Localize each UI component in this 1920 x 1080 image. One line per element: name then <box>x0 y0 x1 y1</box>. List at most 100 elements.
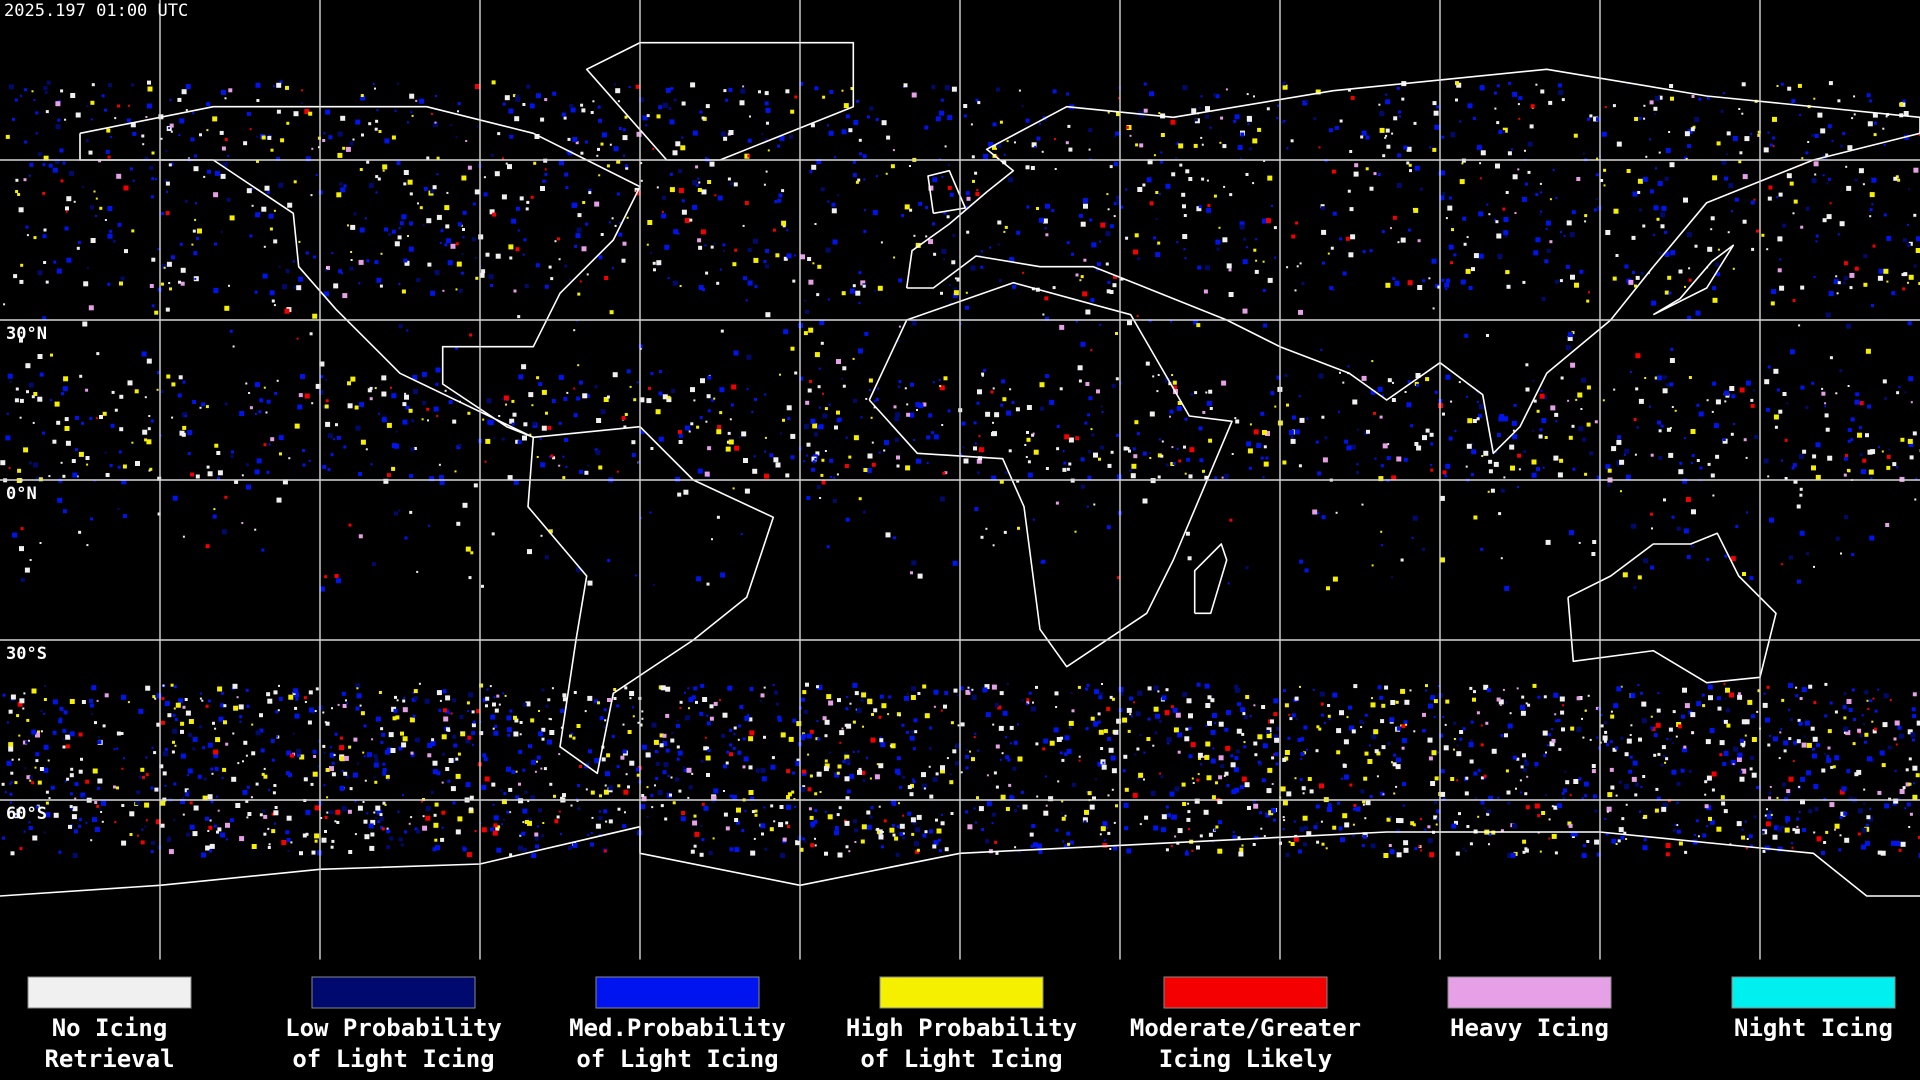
icing-pixel <box>483 757 488 762</box>
icing-pixel <box>588 191 592 195</box>
icing-pixel <box>345 776 348 779</box>
icing-pixel <box>572 736 576 740</box>
icing-pixel <box>1799 697 1803 700</box>
icing-pixel <box>604 719 607 722</box>
icing-pixel <box>783 329 789 335</box>
icing-pixel <box>1126 848 1132 854</box>
icing-pixel <box>1446 278 1450 283</box>
icing-pixel <box>1454 429 1457 432</box>
icing-pixel <box>1108 747 1114 753</box>
icing-pixel <box>486 398 492 404</box>
icing-pixel <box>577 364 580 367</box>
icing-pixel <box>1768 185 1773 190</box>
icing-pixel <box>432 847 437 852</box>
icing-pixel <box>1285 852 1290 857</box>
icing-pixel <box>1437 685 1440 687</box>
icing-pixel <box>20 263 24 267</box>
icing-pixel <box>1425 377 1430 382</box>
icing-pixel <box>1543 395 1548 400</box>
icing-pixel <box>1453 721 1457 725</box>
icing-pixel <box>952 234 956 237</box>
icing-pixel <box>1084 421 1088 425</box>
icing-pixel <box>737 738 740 741</box>
icing-pixel <box>1377 173 1381 177</box>
icing-pixel <box>1196 845 1200 850</box>
icing-pixel <box>78 530 82 534</box>
icing-pixel <box>727 685 733 691</box>
icing-pixel <box>1811 465 1816 471</box>
icing-pixel <box>1291 436 1294 439</box>
icing-pixel <box>789 134 794 139</box>
icing-pixel <box>877 387 880 390</box>
icing-pixel <box>1839 834 1842 837</box>
icing-pixel <box>513 731 519 737</box>
icing-pixel <box>637 721 640 724</box>
icing-pixel <box>414 827 418 831</box>
icing-pixel <box>1688 769 1692 773</box>
icing-pixel <box>414 737 420 743</box>
icing-pixel <box>1088 148 1091 151</box>
icing-pixel <box>238 704 244 710</box>
icing-pixel <box>1281 120 1285 124</box>
icing-pixel <box>912 820 917 825</box>
icing-pixel <box>522 847 527 852</box>
icing-pixel <box>92 817 97 823</box>
icing-pixel <box>853 819 857 824</box>
icing-pixel <box>411 419 415 423</box>
icing-pixel <box>975 192 980 197</box>
icing-pixel <box>190 472 195 477</box>
icing-pixel <box>820 473 824 477</box>
icing-pixel <box>696 425 700 429</box>
icing-pixel <box>1030 706 1036 712</box>
icing-pixel <box>1748 834 1753 839</box>
icing-pixel <box>1517 453 1522 458</box>
icing-pixel <box>939 496 945 502</box>
icing-pixel <box>1230 762 1236 768</box>
icing-pixel <box>305 156 311 162</box>
icing-pixel <box>1603 184 1606 187</box>
icing-pixel <box>242 789 248 795</box>
icing-pixel <box>1839 221 1845 227</box>
icing-pixel <box>263 443 267 447</box>
icing-pixel <box>983 153 989 159</box>
icing-pixel <box>1149 411 1155 417</box>
icing-pixel <box>1587 694 1590 697</box>
icing-pixel <box>1879 750 1885 756</box>
icing-pixel <box>862 725 864 728</box>
icing-pixel <box>1808 684 1813 689</box>
icing-pixel <box>42 234 47 239</box>
icing-pixel <box>1106 193 1109 196</box>
icing-pixel <box>576 227 582 233</box>
icing-pixel <box>909 412 915 418</box>
icing-pixel <box>1814 807 1819 812</box>
icing-pixel <box>837 194 840 197</box>
icing-pixel <box>1078 759 1081 762</box>
icing-pixel <box>92 768 98 774</box>
icing-pixel <box>1259 811 1263 815</box>
icing-pixel <box>268 789 271 791</box>
icing-pixel <box>254 469 260 475</box>
icing-pixel <box>639 517 642 519</box>
icing-pixel <box>550 277 554 281</box>
icing-pixel <box>1544 259 1549 264</box>
icing-pixel <box>946 757 949 760</box>
icing-pixel <box>1643 104 1646 107</box>
icing-pixel <box>978 806 984 812</box>
icing-pixel <box>5 134 10 139</box>
icing-pixel <box>646 114 650 118</box>
icing-pixel <box>381 375 387 381</box>
icing-pixel <box>1916 236 1920 242</box>
icing-pixel <box>150 419 154 423</box>
icing-pixel <box>1266 788 1272 794</box>
icing-pixel <box>1612 276 1617 281</box>
icing-pixel <box>1915 477 1918 480</box>
icing-pixel <box>172 740 175 744</box>
icing-pixel <box>902 814 905 817</box>
icing-pixel <box>1160 160 1164 164</box>
icing-pixel <box>245 799 249 803</box>
icing-pixel <box>1005 736 1008 739</box>
icing-pixel <box>1549 741 1555 747</box>
icing-pixel <box>874 774 880 780</box>
icing-pixel <box>1143 751 1146 754</box>
icing-pixel <box>511 399 515 403</box>
